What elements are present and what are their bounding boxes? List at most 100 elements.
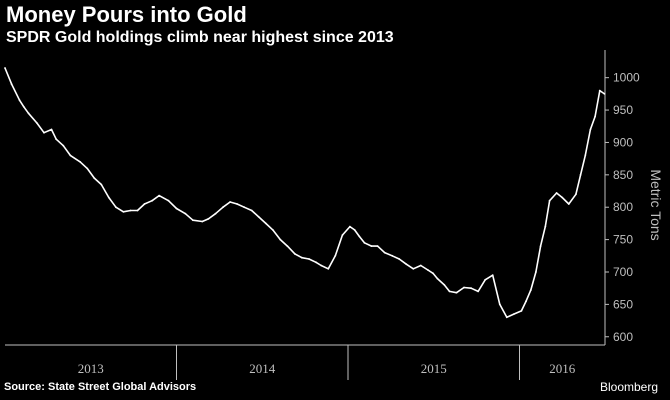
data-point	[207, 218, 210, 220]
data-point	[455, 291, 458, 294]
data-point	[279, 238, 282, 241]
data-point	[358, 235, 361, 238]
data-point	[286, 245, 289, 248]
series-group	[4, 67, 606, 319]
data-point	[370, 245, 373, 248]
data-point	[50, 128, 53, 131]
data-point	[122, 210, 125, 213]
y-tick-label: 700	[613, 265, 633, 279]
data-point	[308, 258, 310, 260]
data-point	[136, 209, 139, 212]
data-point	[579, 173, 582, 176]
data-point	[427, 269, 429, 271]
data-point	[491, 274, 494, 277]
data-point	[229, 201, 232, 203]
data-point	[22, 105, 25, 108]
data-point	[405, 263, 408, 266]
data-point	[470, 287, 472, 290]
x-axis: 2013 2014 2015 2016	[5, 344, 605, 380]
data-point	[363, 241, 366, 244]
y-tick-label: 1000	[613, 71, 640, 85]
x-tick-label: 2016	[549, 361, 576, 376]
data-point	[603, 93, 606, 95]
data-point	[151, 199, 154, 202]
source-note: Source: State Street Global Advisors	[4, 381, 197, 393]
data-point	[349, 225, 351, 228]
data-point	[443, 284, 446, 286]
data-point	[184, 212, 187, 215]
chart-subtitle: SPDR Gold holdings climb near highest si…	[6, 29, 394, 46]
data-point	[100, 183, 103, 186]
x-tick-label: 2014	[249, 361, 276, 376]
data-point	[294, 253, 296, 255]
y-tick-label: 850	[613, 168, 633, 182]
data-point	[69, 154, 72, 157]
data-point	[36, 122, 38, 124]
y-tick-label: 650	[613, 297, 633, 311]
data-point	[43, 131, 45, 134]
data-point	[567, 203, 570, 205]
data-point	[391, 254, 394, 257]
data-point	[535, 271, 537, 273]
y-tick-label: 750	[613, 233, 633, 247]
data-point	[301, 256, 303, 259]
data-point	[222, 206, 224, 209]
data-point	[250, 209, 253, 212]
data-point	[575, 193, 577, 196]
data-point	[529, 289, 532, 291]
data-point	[589, 128, 592, 131]
data-point	[398, 258, 401, 260]
y-tick-label: 950	[613, 103, 633, 117]
data-point	[383, 251, 386, 254]
data-point	[327, 267, 330, 270]
data-point	[192, 219, 194, 222]
data-point	[561, 196, 564, 199]
data-point	[539, 245, 542, 248]
data-point	[448, 290, 451, 293]
data-point	[520, 310, 523, 312]
data-point	[79, 161, 82, 163]
data-point	[62, 144, 65, 147]
y-tick-label: 800	[613, 200, 633, 214]
data-point	[432, 272, 434, 275]
data-point	[525, 300, 527, 302]
data-point	[158, 194, 161, 197]
x-tick-label: 2013	[78, 361, 104, 376]
data-point	[18, 99, 21, 102]
data-point	[584, 154, 587, 157]
data-point	[484, 278, 487, 281]
data-point	[548, 199, 551, 202]
data-point	[10, 83, 13, 85]
data-point	[598, 89, 601, 92]
data-point	[175, 207, 178, 210]
data-point	[214, 212, 217, 215]
data-point	[257, 216, 260, 218]
data-point	[55, 138, 58, 141]
data-point	[436, 277, 439, 280]
data-point	[341, 234, 344, 237]
data-point	[201, 220, 204, 223]
y-axis-label: Metric Tons	[648, 169, 664, 240]
data-point	[477, 290, 479, 293]
data-point	[264, 222, 267, 225]
brand-label: Bloomberg	[599, 380, 658, 394]
data-point	[594, 115, 596, 118]
data-point	[498, 303, 501, 306]
y-axis: 600 650 700 750 800 850 900 950 1000	[604, 50, 640, 345]
data-point	[271, 229, 274, 231]
data-point	[463, 286, 465, 289]
data-point	[129, 209, 132, 212]
x-tick-label: 2015	[421, 361, 447, 376]
data-point	[243, 206, 246, 209]
data-point	[544, 225, 547, 228]
data-point	[412, 267, 415, 270]
data-point	[86, 167, 89, 170]
y-tick-label: 900	[613, 135, 633, 149]
data-point	[334, 254, 337, 257]
data-point	[115, 206, 117, 209]
data-point	[315, 261, 317, 264]
data-point	[4, 67, 6, 69]
y-tick-label: 600	[613, 330, 633, 344]
data-point	[93, 177, 96, 180]
